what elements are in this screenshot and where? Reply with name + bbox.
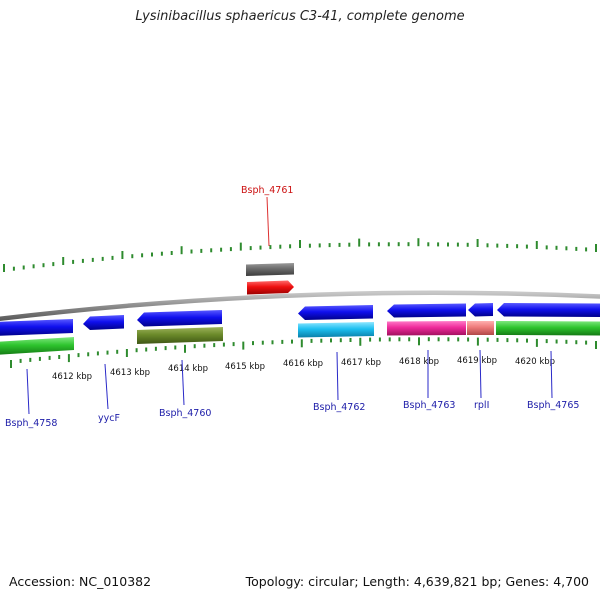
leader-line [550, 350, 553, 399]
tick-label: 4614 kbp [168, 364, 208, 374]
inner-tick-ring [10, 337, 597, 368]
leader-line [479, 349, 482, 399]
gene-bsph-4765-cog-bar[interactable] [496, 321, 600, 336]
gene-label-yycf[interactable]: yycF [98, 413, 120, 424]
outer-tick-ring [3, 238, 597, 272]
label-leaders [26, 349, 553, 415]
gene-bsph-4761-gray-bar[interactable] [246, 263, 294, 276]
gene-label-bsph-4758[interactable]: Bsph_4758 [5, 418, 57, 429]
gene-bsph-4762-cog-bar[interactable] [298, 322, 374, 338]
leader-line [26, 368, 30, 415]
gene-rpli-arrow[interactable] [468, 303, 493, 317]
gene-label-rpli[interactable]: rplI [474, 400, 489, 411]
gene-bsph-4758-arrow[interactable] [0, 319, 73, 336]
gene-bsph-4760-cog-bar[interactable] [137, 327, 223, 344]
tick-label: 4620 kbp [515, 357, 555, 367]
gene-label-bsph-4760[interactable]: Bsph_4760 [159, 408, 211, 419]
gene-label-bsph-4761[interactable]: Bsph_4761 [241, 185, 293, 196]
tick-label: 4613 kbp [110, 368, 150, 378]
gene-bsph-4760-arrow[interactable] [137, 310, 222, 327]
leader-line [336, 351, 339, 401]
gene-yycf-arrow[interactable] [83, 315, 124, 330]
tick-label: 4617 kbp [341, 358, 381, 368]
gene-label-bsph-4763[interactable]: Bsph_4763 [403, 400, 455, 411]
tick-label: 4618 kbp [399, 357, 439, 367]
gene-bsph-4763-cog-bar[interactable] [387, 321, 466, 336]
tick-label: 4619 kbp [457, 356, 497, 366]
tick-label: 4616 kbp [283, 359, 323, 369]
leader-line [181, 359, 185, 406]
leader-line [266, 196, 270, 247]
gene-label-bsph-4765[interactable]: Bsph_4765 [527, 400, 579, 411]
leader-line [104, 363, 109, 410]
gene-bsph-4765-arrow[interactable] [497, 303, 600, 317]
tick-label: 4612 kbp [52, 372, 92, 382]
genome-title: Lysinibacillus sphaericus C3-41, complet… [135, 9, 465, 24]
gene-bsph-4758-cog-bar[interactable] [0, 337, 74, 355]
gene-bsph-4763-arrow[interactable] [387, 303, 466, 318]
gene-rpli-cog-bar[interactable] [467, 321, 494, 335]
accession-text: Accession: NC_010382 [9, 574, 152, 589]
genome-backbone [0, 290, 600, 322]
gene-bsph-4761-arrow[interactable] [247, 280, 294, 295]
gene-label-bsph-4762[interactable]: Bsph_4762 [313, 402, 365, 413]
gene-bsph-4762-arrow[interactable] [298, 305, 373, 320]
tick-label: 4615 kbp [225, 362, 265, 372]
genome-summary-text: Topology: circular; Length: 4,639,821 bp… [245, 574, 589, 589]
